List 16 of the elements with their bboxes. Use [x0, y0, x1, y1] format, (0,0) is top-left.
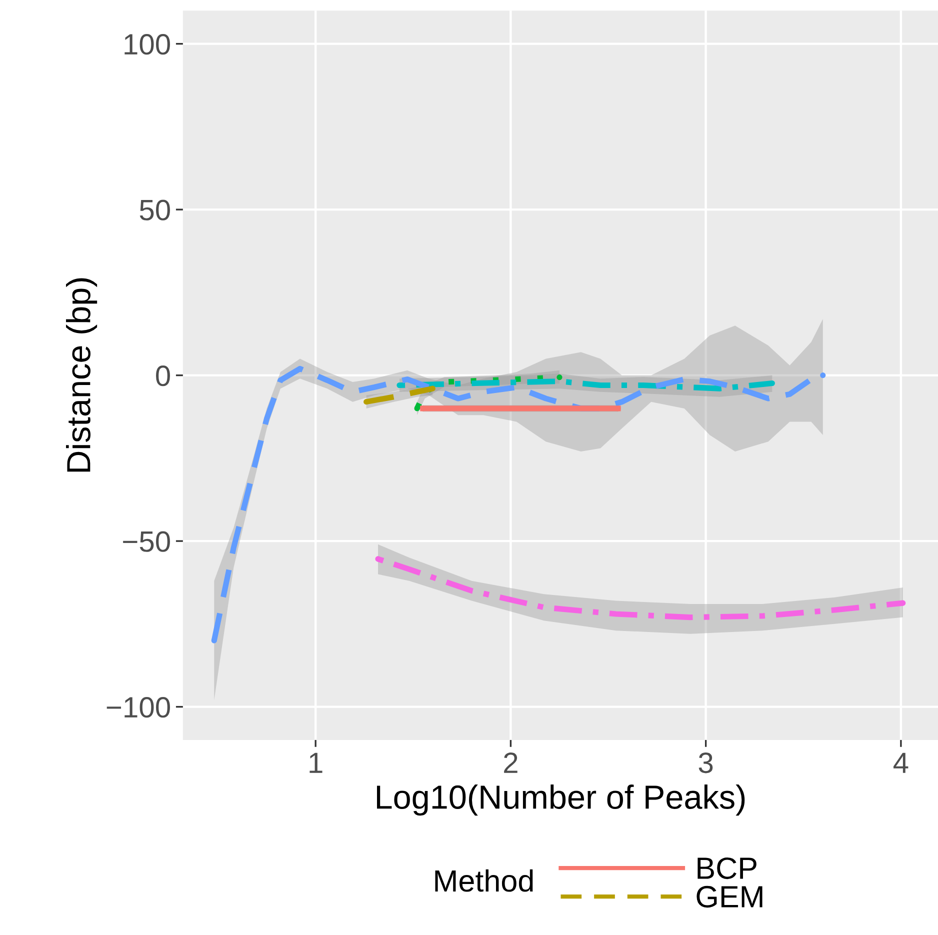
x-tick-label: 2 [504, 752, 518, 773]
x-axis-title: Log10(Number of Peaks) [376, 784, 745, 816]
y-tick-label: −50 [123, 531, 170, 552]
y-tick-label: 0 [156, 366, 170, 386]
legend-label: GEM [696, 886, 762, 908]
y-tick-label: 50 [140, 200, 170, 220]
legend-title: Method [435, 869, 533, 892]
x-tick-label: 1 [310, 752, 322, 773]
x-tick-label: 3 [698, 752, 713, 774]
y-axis-title: Distance (bp) [66, 278, 98, 472]
point [820, 372, 826, 378]
y-tick-label: −100 [106, 697, 170, 718]
y-tick-label: 100 [124, 34, 170, 55]
x-tick-label: 4 [893, 752, 908, 773]
point [556, 374, 562, 380]
legend-label: BCP [698, 857, 756, 880]
